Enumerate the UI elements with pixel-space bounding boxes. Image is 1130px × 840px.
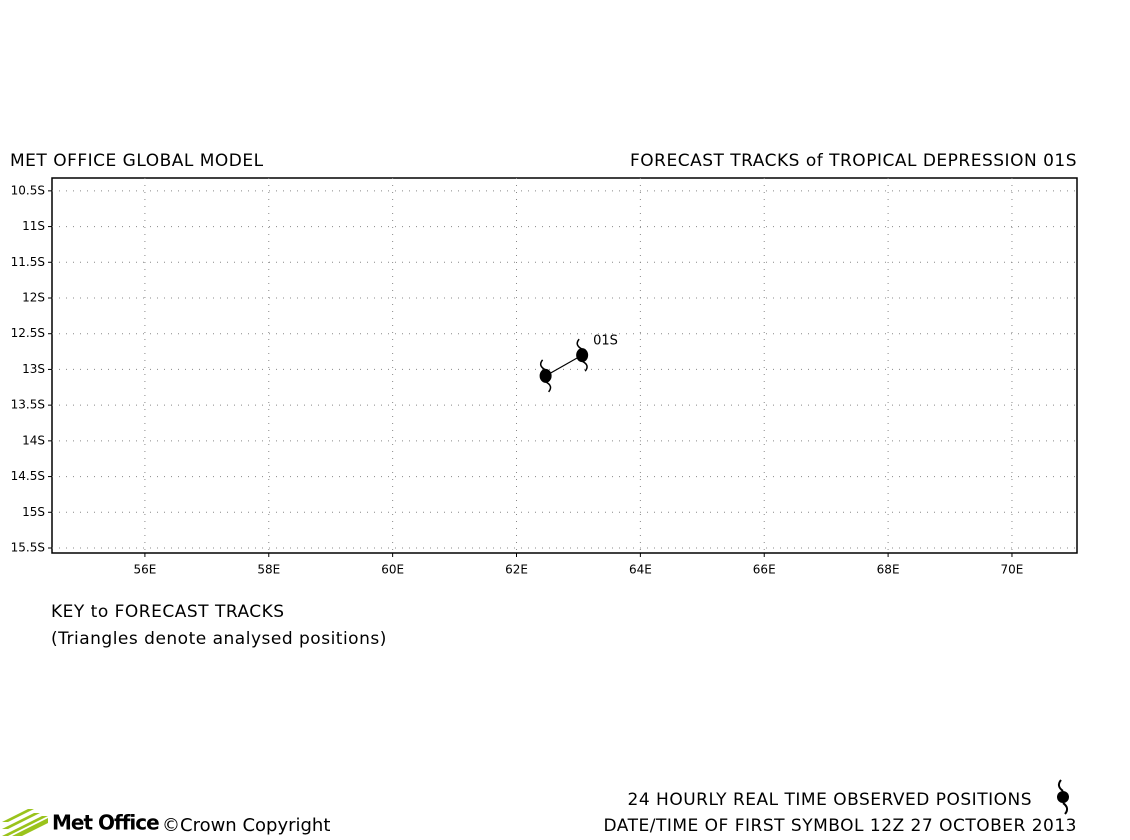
y-tick-label: 15S [22,505,45,519]
y-tick-label: 13S [22,362,45,376]
x-tick-label: 64E [629,563,652,577]
y-tick-label: 10.5S [11,183,45,197]
met-office-logo [2,809,48,836]
legend-symbol [1057,779,1069,815]
x-tick-label: 68E [877,563,900,577]
y-tick-label: 15.5S [11,541,45,555]
y-tick-label: 14S [22,433,45,447]
y-tick-label: 11S [22,219,45,233]
x-tick-label: 70E [1001,563,1024,577]
x-tick-label: 58E [257,563,280,577]
copyright: ©Crown Copyright [162,815,330,836]
y-tick-label: 12S [22,291,45,305]
y-tick-label: 12.5S [11,326,45,340]
x-tick-label: 60E [381,563,404,577]
x-tick-label: 66E [753,563,776,577]
y-tick-label: 13.5S [11,398,45,412]
chart-title: FORECAST TRACKS of TROPICAL DEPRESSION 0… [630,151,1077,171]
key-note: (Triangles denote analysed positions) [51,629,387,649]
track-point [576,348,589,363]
y-tick-label: 14.5S [11,469,45,483]
first-symbol-time: DATE/TIME OF FIRST SYMBOL 12Z 27 OCTOBER… [604,816,1078,836]
plot-frame [51,177,1078,554]
key-title: KEY to FORECAST TRACKS [51,602,285,622]
x-tick-label: 62E [505,563,528,577]
storm-label: 01S [593,334,618,349]
logo-text: Met Office [52,811,159,835]
model-name: MET OFFICE GLOBAL MODEL [10,151,264,171]
observed-note: 24 HOURLY REAL TIME OBSERVED POSITIONS [628,790,1032,810]
track-point [539,368,552,383]
track-line [545,354,583,377]
x-tick-label: 56E [133,563,156,577]
y-tick-label: 11.5S [11,255,45,269]
